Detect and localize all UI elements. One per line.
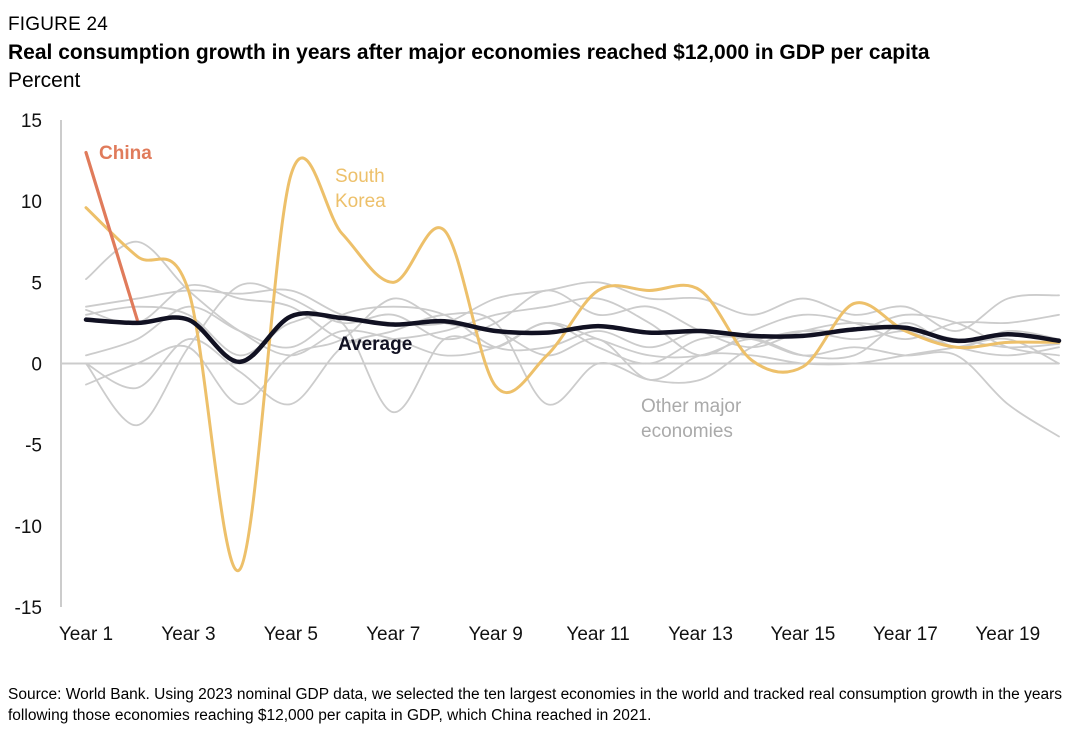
y-tick-label: -10 [15, 517, 42, 538]
series-line-average [83, 311, 1062, 365]
series-line-other [85, 297, 1060, 405]
series-line-other [85, 311, 1060, 406]
highlight-lines [83, 150, 1062, 573]
annotations: China South Korea Average Other major economi… [99, 143, 742, 442]
x-tick-label: Year 19 [975, 624, 1040, 645]
y-tick-label: 5 [31, 273, 42, 294]
other-economies-lines [85, 240, 1060, 438]
chart-title: Real consumption growth in years after m… [8, 41, 930, 64]
y-tick-label: -15 [15, 598, 42, 619]
average-label: Average [338, 334, 412, 355]
x-tick-label: Year 5 [264, 624, 318, 645]
south-korea-label-line1: South [335, 166, 385, 187]
y-tick-label: -5 [25, 436, 42, 457]
x-tick-label: Year 9 [469, 624, 523, 645]
source-note: Source: World Bank. Using 2023 nominal G… [8, 686, 1062, 724]
series-line-other [85, 305, 1060, 438]
line-chart: 15 10 5 0 -5 -10 -15 Year 1 Year 3 Year 5 Year 7 Ye… [15, 111, 1062, 645]
series-line-other [85, 281, 1060, 332]
y-tick-label: 10 [21, 192, 42, 213]
x-tick-label: Year 11 [566, 624, 629, 645]
x-tick-label: Year 7 [366, 624, 420, 645]
series-line-south-korea [84, 156, 1061, 573]
x-tick-label: Year 13 [668, 624, 733, 645]
x-tick-label: Year 1 [59, 624, 113, 645]
other-economies-label-line1: Other major [641, 396, 742, 417]
x-tick-label: Year 3 [161, 624, 215, 645]
y-tick-label: 15 [21, 111, 42, 132]
axes: 15 10 5 0 -5 -10 -15 Year 1 Year 3 Year 5 Year 7 Ye… [15, 111, 1059, 645]
series-line-other [85, 283, 1060, 357]
figure-label: FIGURE 24 [8, 14, 108, 35]
unit-label: Percent [8, 69, 81, 92]
x-tick-label: Year 15 [771, 624, 836, 645]
x-tick-label: Year 17 [873, 624, 938, 645]
y-tick-label: 0 [31, 355, 42, 376]
series-line-china [84, 150, 139, 322]
china-label: China [99, 143, 152, 164]
series-line-other [85, 305, 1060, 357]
other-economies-label-line2: economies [641, 421, 733, 442]
south-korea-label-line2: Korea [335, 191, 386, 212]
